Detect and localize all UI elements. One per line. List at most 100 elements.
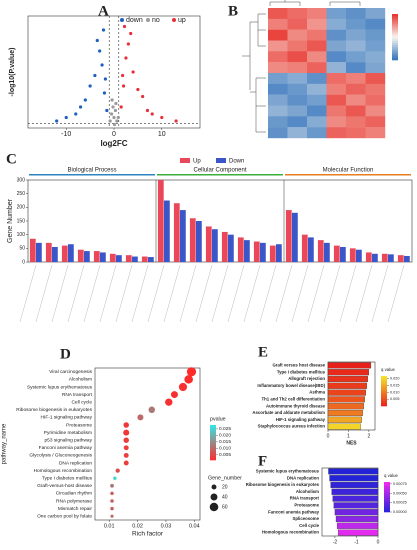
point (102, 91, 107, 95)
x-tick-label: 1 (347, 433, 350, 439)
colorbar-cell (384, 502, 390, 504)
colorbar-cell (381, 393, 387, 396)
y-axis-label: -log10(P.value) (9, 48, 16, 97)
y-tick-label: Circadian rhythm (56, 491, 92, 497)
point (121, 84, 126, 88)
bar (327, 409, 363, 417)
bar (196, 221, 202, 262)
y-tick-label: RNA transport (290, 496, 320, 501)
heatmap-cell (346, 105, 366, 117)
colorbar-cell (381, 389, 387, 392)
bar (356, 249, 362, 262)
colorbar-tick-label: 0.015 (219, 439, 231, 445)
point (64, 115, 68, 120)
colorbar-cell (210, 439, 216, 442)
dot (165, 398, 173, 406)
x-tick-label: 0.03 (161, 523, 172, 529)
colorbar-cell (210, 455, 216, 458)
bar (61, 245, 68, 262)
y-tick-label: Proteasome (294, 503, 319, 508)
bar (329, 475, 379, 482)
point (131, 70, 135, 74)
size-legend-label: 40 (222, 494, 228, 500)
bar (292, 212, 298, 262)
colorbar-cell (210, 446, 216, 449)
dot (123, 460, 129, 466)
heatmap-cell (365, 127, 386, 139)
y-tick-label: 250 (17, 191, 26, 197)
x-tick-label: 0 (112, 131, 116, 138)
bar (397, 255, 404, 262)
heatmap-cell (346, 116, 366, 128)
colorbar-title: q value (384, 473, 398, 478)
colorbar-cell (210, 454, 216, 456)
colorbar-cell (210, 441, 216, 443)
bar (327, 416, 362, 423)
y-tick-label: Fanconi anemia pathway (268, 509, 319, 514)
bar (335, 515, 379, 523)
y-tick-label: Alcoholism (69, 377, 92, 383)
legend-swatch (172, 18, 176, 22)
colorbar-cell (392, 35, 398, 38)
y-tick-label: RNA transport (62, 392, 93, 398)
dot (178, 382, 188, 392)
bar (77, 249, 84, 262)
legend-label: down (126, 17, 143, 24)
colorbar-cell (392, 23, 398, 26)
y-tick-label: Inflammatory bowel disease(IBD) (257, 383, 325, 388)
dot (110, 499, 114, 503)
bar (237, 237, 244, 262)
colorbar-tick-label: 0.020 (390, 377, 400, 381)
point (93, 73, 97, 78)
size-legend-title: Gene_number (208, 475, 242, 481)
colorbar-cell (392, 15, 398, 19)
heatmap-cell (326, 73, 347, 85)
colorbar-cell (392, 50, 398, 53)
y-tick-label: Systemic lupus erythematosus (256, 469, 320, 474)
dot (110, 491, 114, 496)
colorbar-cell (392, 52, 398, 55)
bar (100, 252, 106, 262)
colorbar-cell (392, 54, 398, 57)
group-header: Cellular Component (193, 168, 246, 174)
colorbar-cell (384, 500, 390, 503)
heatmap-cell (268, 18, 288, 30)
size-legend-dot (210, 493, 218, 501)
point (121, 73, 125, 78)
dendrogram (242, 0, 361, 133)
y-axis-label: pathway_name (2, 423, 8, 464)
bar (308, 237, 314, 262)
point (126, 42, 130, 46)
heatmap-cell (307, 51, 327, 63)
bar (365, 252, 372, 262)
x-axis-label: NES (346, 440, 357, 446)
category-label-placeholder (227, 264, 245, 323)
colorbar-cell (381, 402, 387, 404)
bar (324, 242, 330, 262)
point (110, 112, 114, 116)
bar (189, 218, 196, 262)
x-tick-label: 0 (327, 433, 330, 439)
bar (157, 180, 164, 262)
heatmap-cell (268, 127, 288, 139)
bar (244, 240, 250, 262)
colorbar-cell (384, 483, 390, 485)
category-label-placeholder (19, 264, 37, 323)
heatmap-cell (307, 8, 327, 20)
dot (170, 391, 178, 399)
bar (45, 242, 52, 262)
category-label-placeholder (339, 264, 357, 323)
point (122, 24, 127, 29)
colorbar-cell (392, 56, 398, 59)
point (105, 108, 109, 113)
colorbar-cell (210, 430, 216, 433)
legend-label: Down (229, 159, 244, 165)
colorbar-cell (384, 510, 390, 513)
y-tick-label: DNA replication (59, 460, 92, 466)
colorbar-tick-label: 0.015 (390, 384, 400, 388)
legend-swatch (216, 158, 226, 163)
colorbar-cell (384, 498, 390, 500)
y-tick-label: Ribosome biogenesis in eukaryotes (246, 482, 320, 487)
heatmap-cell (287, 94, 308, 106)
legend-swatch (180, 158, 190, 163)
